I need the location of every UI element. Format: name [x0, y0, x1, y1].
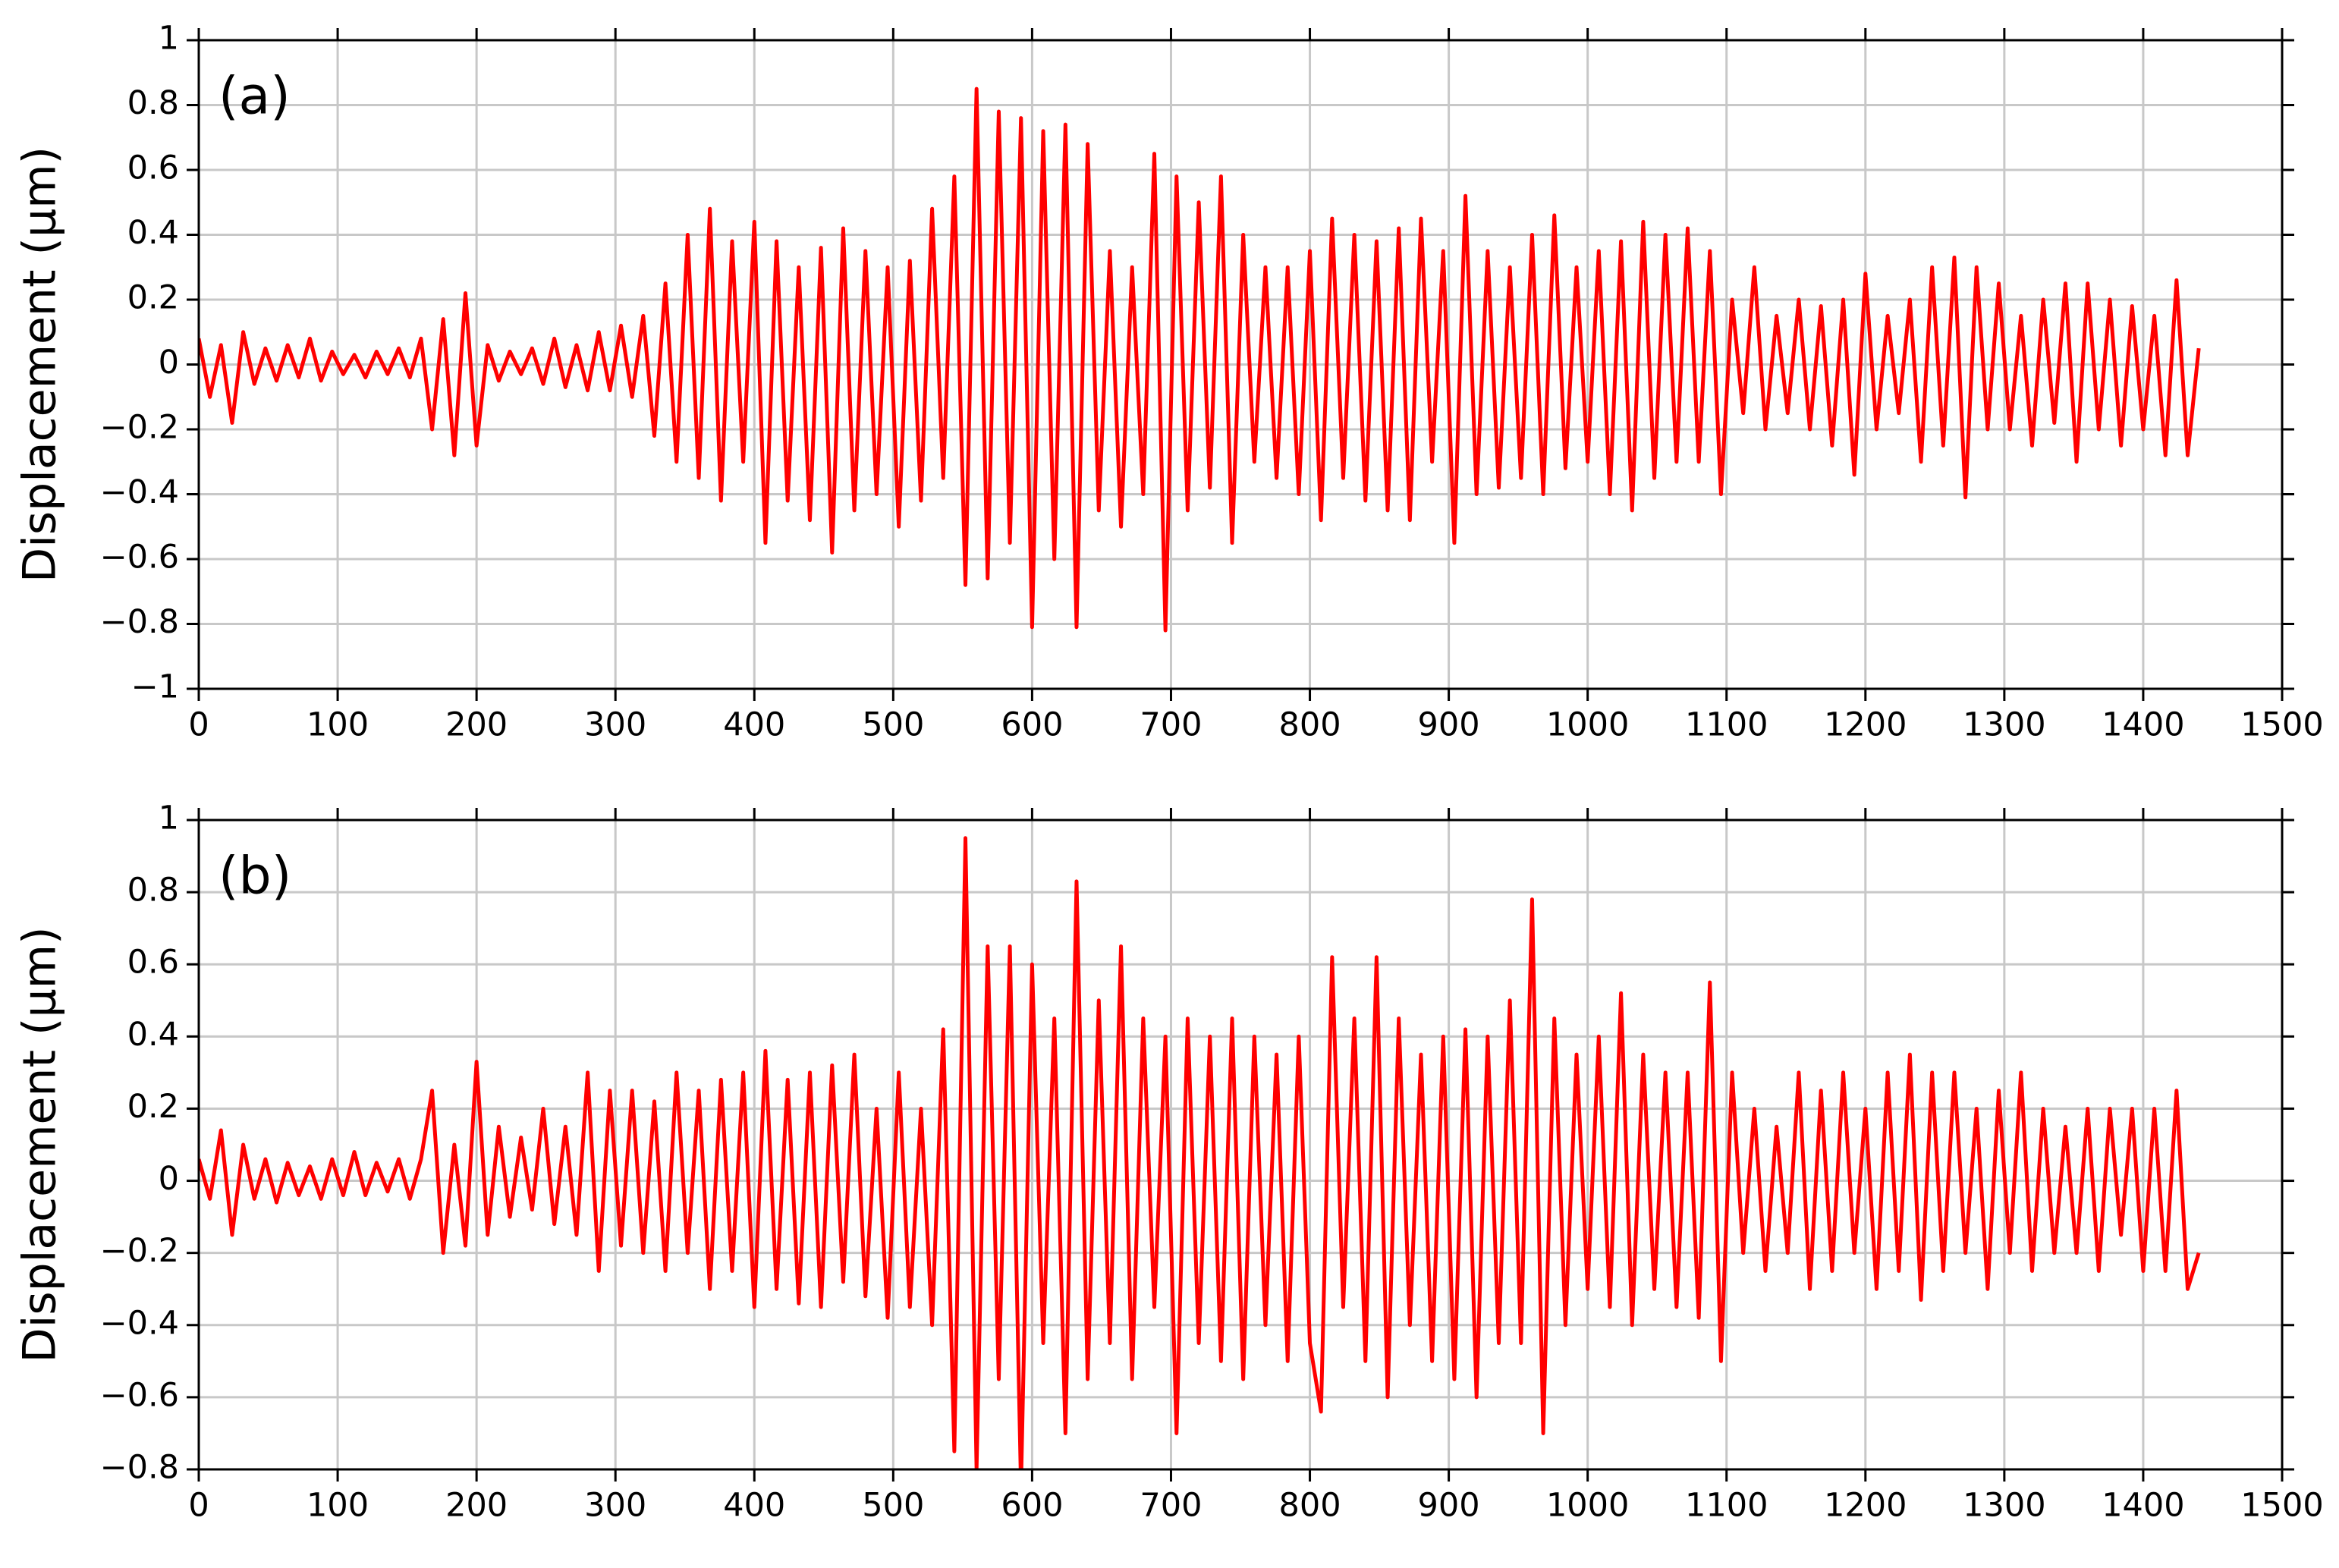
x-tick-label: 900: [1418, 706, 1480, 744]
y-tick-label: 0.6: [127, 149, 179, 187]
y-tick-label: −0.6: [100, 1376, 179, 1414]
x-tick-label: 500: [862, 706, 924, 744]
x-tick-label: 900: [1418, 1487, 1480, 1525]
x-tick-label: 500: [862, 1487, 924, 1525]
x-tick-label: 600: [1001, 1487, 1063, 1525]
y-tick-label: −0.8: [100, 603, 179, 641]
x-tick-label: 400: [723, 1487, 785, 1525]
x-tick-label: 1300: [1963, 1487, 2045, 1525]
y-tick-label: 0.6: [127, 944, 179, 982]
x-tick-label: 800: [1278, 1487, 1341, 1525]
y-tick-label: −0.2: [100, 409, 179, 447]
panel: 0 100 200 300 400 500 600 700 800 900 1000 1100 1200…: [14, 20, 2324, 744]
x-tick-label: 700: [1140, 706, 1202, 744]
y-tick-label: 0.8: [127, 84, 179, 122]
x-tick-label: 100: [307, 706, 369, 744]
x-tick-label: 1000: [1546, 706, 1629, 744]
y-tick-label: −0.4: [100, 473, 179, 511]
y-tick-label: 1: [159, 800, 179, 837]
y-tick-label: 0.2: [127, 1088, 179, 1126]
y-tick-label: 0.4: [127, 1016, 179, 1054]
y-tick-label: 0: [159, 1160, 179, 1198]
x-tick-label: 1100: [1685, 1487, 1768, 1525]
x-tick-label: 300: [584, 706, 646, 744]
y-tick-label: −0.4: [100, 1304, 179, 1342]
panel-label: (a): [218, 67, 291, 127]
data-line: [199, 836, 2201, 1469]
x-tick-label: 800: [1278, 706, 1341, 744]
panel-label: (b): [218, 847, 291, 907]
x-tick-label: 1300: [1963, 706, 2045, 744]
x-tick-label: 200: [445, 1487, 508, 1525]
panel: 0 100 200 300 400 500 600 700 800 900 1000 1100 1200…: [14, 800, 2324, 1525]
x-tick-label: 200: [445, 706, 508, 744]
y-tick-label: 0: [159, 344, 179, 382]
x-tick-label: 0: [188, 706, 209, 744]
x-tick-label: 700: [1140, 1487, 1202, 1525]
x-tick-label: 1500: [2240, 1487, 2323, 1525]
y-axis-label: Displacement (µm): [14, 146, 67, 583]
x-tick-label: 300: [584, 1487, 646, 1525]
plot-frame: [197, 39, 2284, 690]
plot-frame: [197, 819, 2284, 1471]
x-tick-label: 0: [188, 1487, 209, 1525]
x-tick-label: 1200: [1824, 1487, 1907, 1525]
data-line: [199, 86, 2201, 633]
x-tick-label: 600: [1001, 706, 1063, 744]
y-tick-label: 0.4: [127, 214, 179, 252]
x-tick-label: 1400: [2102, 706, 2184, 744]
y-axis-label: Displacement (µm): [14, 927, 67, 1363]
x-tick-label: 1200: [1824, 706, 1907, 744]
x-tick-label: 1500: [2240, 706, 2323, 744]
x-tick-label: 400: [723, 706, 785, 744]
y-tick-label: 0.2: [127, 279, 179, 317]
y-tick-label: −0.6: [100, 539, 179, 577]
y-tick-label: 0.8: [127, 872, 179, 910]
y-tick-label: 1: [159, 20, 179, 58]
x-tick-label: 1400: [2102, 1487, 2184, 1525]
y-tick-label: −1: [131, 668, 179, 706]
x-tick-label: 1000: [1546, 1487, 1629, 1525]
y-tick-label: −0.8: [100, 1449, 179, 1487]
x-tick-label: 1100: [1685, 706, 1768, 744]
x-tick-label: 100: [307, 1487, 369, 1525]
y-tick-label: −0.2: [100, 1232, 179, 1270]
